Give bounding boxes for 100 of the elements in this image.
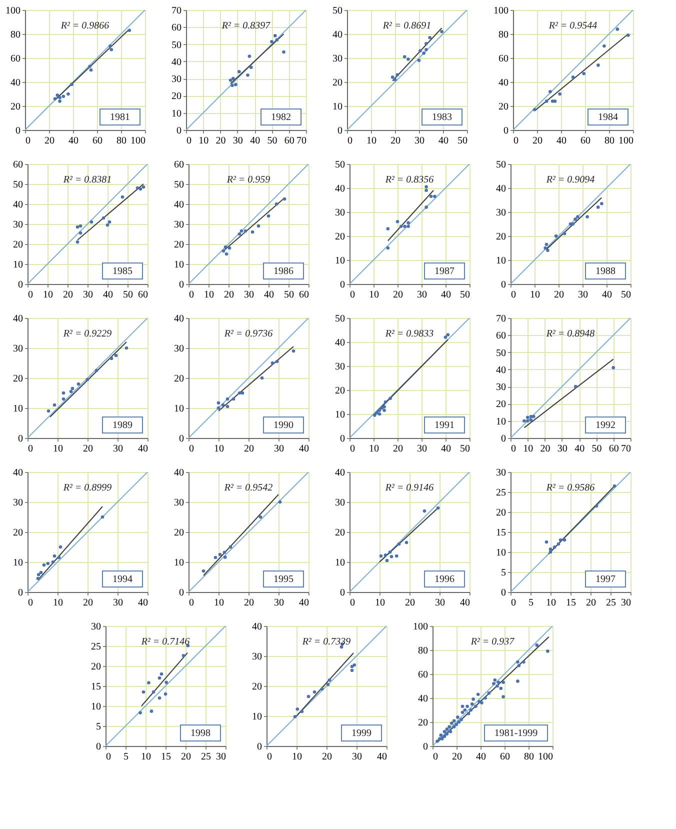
y-tick-label: 25 — [91, 642, 101, 652]
y-tick-label: 20 — [91, 662, 101, 672]
point — [222, 550, 226, 554]
point — [457, 720, 461, 724]
point — [138, 187, 142, 191]
point — [88, 64, 92, 68]
annotation: R² = 0.9542 — [223, 482, 273, 494]
point — [406, 58, 410, 61]
y-tick-label: 20 — [172, 91, 182, 102]
point — [396, 220, 400, 224]
point — [386, 227, 390, 230]
annotation: 1994 — [112, 574, 132, 585]
x-tick-label: 80 — [604, 136, 614, 146]
x-tick-label: 20 — [224, 290, 234, 300]
y-tick-label: 20 — [335, 386, 345, 396]
point — [275, 360, 279, 364]
point — [256, 224, 260, 228]
point — [270, 361, 274, 365]
y-tick-label: 0 — [179, 280, 184, 290]
y-tick-label: 100 — [413, 622, 428, 632]
point — [448, 725, 451, 728]
point — [439, 734, 443, 737]
y-tick-label: 5 — [501, 568, 506, 578]
x-tick-label: 60 — [580, 136, 590, 146]
y-tick-label: 0 — [18, 280, 23, 290]
point — [108, 220, 112, 224]
point — [516, 680, 520, 683]
point — [224, 245, 228, 249]
point — [231, 76, 235, 80]
annotation: R² = 0.7146 — [140, 636, 190, 648]
point — [240, 391, 244, 395]
point — [492, 682, 496, 686]
x-tick-label: 0 — [106, 752, 111, 762]
y-tick-label: 10 — [335, 558, 345, 568]
x-tick-label: 40 — [138, 444, 148, 454]
point — [602, 44, 606, 48]
point — [422, 52, 426, 55]
point — [221, 403, 225, 407]
point — [120, 195, 124, 199]
point — [274, 202, 278, 206]
x-tick-label: 0 — [189, 444, 194, 454]
point — [52, 403, 56, 407]
point — [106, 223, 110, 227]
point — [394, 554, 398, 558]
y-tick-label: 30 — [335, 498, 345, 508]
point — [320, 687, 324, 691]
point — [472, 698, 475, 701]
point — [424, 206, 428, 209]
annotation: 1999 — [352, 728, 372, 739]
point — [388, 396, 392, 400]
y-tick-label: 20 — [252, 682, 262, 692]
x-tick-label: 40 — [103, 290, 113, 300]
point — [70, 82, 74, 86]
x-tick-label: 40 — [441, 444, 451, 454]
point — [110, 356, 114, 360]
point — [90, 220, 94, 224]
point — [436, 740, 439, 743]
point — [234, 82, 238, 86]
point — [42, 563, 46, 567]
x-tick-label: 0 — [514, 136, 518, 146]
point — [282, 50, 286, 54]
annotation: 1997 — [596, 574, 616, 585]
x-tick-label: 0 — [350, 290, 355, 300]
point — [230, 84, 234, 88]
point — [399, 224, 403, 228]
x-tick-label: 0 — [189, 598, 194, 608]
y-tick-label: 30 — [172, 74, 182, 86]
y-tick-label: 40 — [10, 78, 20, 88]
point — [594, 504, 598, 508]
y-tick-label: 50 — [172, 40, 182, 51]
point — [516, 660, 520, 664]
y-tick-label: 40 — [332, 30, 342, 40]
annotation: 1989 — [112, 420, 132, 431]
point — [142, 185, 146, 189]
point — [110, 48, 114, 52]
y-tick-label: 10 — [252, 712, 262, 722]
point — [53, 97, 57, 100]
annotation: 1998 — [190, 728, 210, 739]
annotation: 1988 — [596, 266, 616, 277]
point — [124, 346, 128, 350]
point — [466, 712, 470, 716]
x-tick-label: 60 — [284, 136, 294, 146]
point — [466, 704, 469, 708]
x-tick-label: 20 — [405, 598, 415, 608]
point — [596, 64, 600, 67]
point — [496, 684, 499, 688]
y-tick-label: 0 — [257, 742, 262, 752]
x-tick-label: 40 — [138, 598, 148, 608]
y-tick-label: 20 — [13, 374, 23, 384]
x-tick-label: 50 — [267, 136, 278, 146]
point — [128, 28, 132, 32]
y-tick-label: 20 — [335, 528, 345, 538]
annotation: R² = 0.937 — [470, 636, 516, 648]
point — [433, 194, 436, 198]
y-tick-label: 20 — [332, 78, 342, 88]
x-tick-label: 20 — [393, 444, 403, 454]
point — [102, 216, 106, 220]
point — [384, 400, 388, 404]
x-tick-label: 60 — [138, 290, 148, 300]
point — [232, 397, 236, 401]
